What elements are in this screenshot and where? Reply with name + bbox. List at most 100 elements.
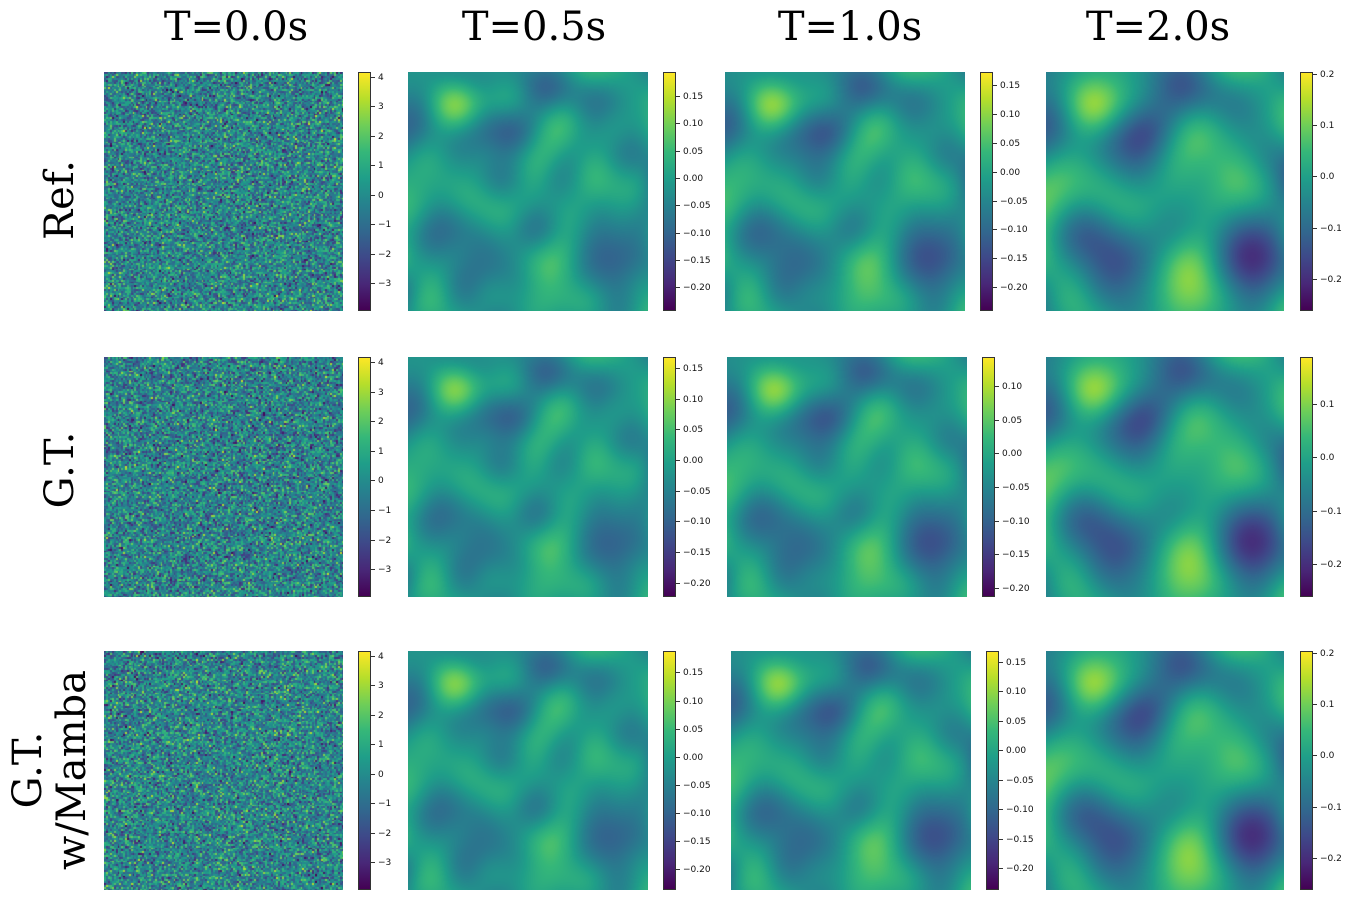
colorbar-tick-label: 0.00 (676, 174, 703, 184)
colorbar-tick-label: −0.05 (995, 483, 1030, 493)
colorbar-tick-label: −3 (371, 279, 391, 289)
colorbar-tick-label: 3 (371, 102, 384, 112)
colorbar-tick-label: −3 (371, 858, 391, 868)
colorbar-tick-label: 4 (371, 652, 384, 662)
colorbar-tick-label: 0.2 (1313, 649, 1334, 659)
colorbar-tick-label: −2 (371, 250, 391, 260)
colorbar-tick-label: −0.05 (676, 781, 711, 791)
colorbar-tick-label: 4 (371, 73, 384, 83)
colorbar-tick-label: 0.15 (999, 658, 1026, 668)
colorbar-tick-label: 0.2 (1313, 70, 1334, 80)
row-label-0: Ref. (37, 160, 83, 240)
colorbar-tick-label: −3 (371, 565, 391, 575)
colorbar-tick-label: −0.20 (995, 584, 1030, 594)
colorbar-tick-label: 0.10 (676, 119, 703, 129)
colorbar-tick-label: −0.05 (999, 776, 1034, 786)
colorbar-tick-label: 3 (371, 388, 384, 398)
colorbar-tick-label: −0.05 (676, 487, 711, 497)
colorbar-tick-label: −0.15 (999, 835, 1034, 845)
colorbar-tick-label: −0.2 (1313, 560, 1342, 570)
colorbar-r1-c0 (358, 357, 371, 597)
colorbar-tick-label: 3 (371, 681, 384, 691)
colorbar-tick-label: 0.00 (999, 746, 1026, 756)
colorbar-r0-c2 (980, 72, 993, 311)
colorbar-r0-c1 (663, 72, 676, 311)
heatmap-r0-c1 (408, 72, 648, 311)
colorbar-tick-label: −0.20 (676, 865, 711, 875)
colorbar-tick-label: 0.05 (993, 139, 1020, 149)
heatmap-r2-c3 (1046, 651, 1284, 890)
colorbar-tick-label: 0.15 (676, 364, 703, 374)
colorbar-r1-c3 (1300, 357, 1313, 597)
colorbar-tick-label: 0.00 (676, 456, 703, 466)
colorbar-tick-label: 0.05 (676, 425, 703, 435)
colorbar-tick-label: 1 (371, 447, 384, 457)
colorbar-tick-label: −0.10 (676, 517, 711, 527)
colorbar-tick-label: 0.05 (999, 717, 1026, 727)
colorbar-tick-label: −0.05 (993, 197, 1028, 207)
colorbar-tick-label: −2 (371, 829, 391, 839)
heatmap-r1-c1 (408, 357, 648, 597)
colorbar-tick-label: −0.10 (993, 225, 1028, 235)
colorbar-tick-label: −2 (371, 536, 391, 546)
colorbar-tick-label: 0.00 (676, 753, 703, 763)
colorbar-r2-c3 (1300, 651, 1313, 890)
colorbar-tick-label: −0.05 (676, 201, 711, 211)
colorbar-tick-label: −0.10 (995, 517, 1030, 527)
colorbar-tick-label: 0.10 (993, 110, 1020, 120)
colorbar-tick-label: 0.1 (1313, 121, 1334, 131)
colorbar-tick-label: 0.1 (1313, 400, 1334, 410)
colorbar-tick-label: 0.00 (993, 168, 1020, 178)
colorbar-tick-label: 2 (371, 417, 384, 427)
colorbar-tick-label: −0.15 (993, 254, 1028, 264)
column-title-0: T=0.0s (163, 4, 309, 50)
colorbar-tick-label: 0.0 (1313, 751, 1334, 761)
colorbar-tick-label: 0.15 (676, 92, 703, 102)
heatmap-r1-c0 (104, 357, 343, 597)
colorbar-tick-label: −0.20 (999, 864, 1034, 874)
colorbar-tick-label: −0.10 (999, 805, 1034, 815)
colorbar-tick-label: 0.00 (995, 449, 1022, 459)
colorbar-r1-c1 (663, 357, 676, 597)
heatmap-r0-c0 (104, 72, 343, 311)
colorbar-tick-label: −1 (371, 220, 391, 230)
colorbar-tick-label: 0.15 (676, 668, 703, 678)
colorbar-tick-label: −0.1 (1313, 224, 1342, 234)
colorbar-tick-label: −0.20 (993, 283, 1028, 293)
colorbar-r1-c2 (982, 357, 995, 597)
column-title-3: T=2.0s (1085, 4, 1231, 50)
colorbar-tick-label: 0.10 (999, 687, 1026, 697)
colorbar-tick-label: −0.15 (676, 256, 711, 266)
colorbar-tick-label: 2 (371, 711, 384, 721)
colorbar-r0-c3 (1300, 72, 1313, 311)
colorbar-tick-label: −0.2 (1313, 854, 1342, 864)
colorbar-tick-label: 0.15 (993, 81, 1020, 91)
colorbar-tick-label: 2 (371, 132, 384, 142)
colorbar-tick-label: −0.2 (1313, 275, 1342, 285)
colorbar-tick-label: −0.20 (676, 579, 711, 589)
colorbar-tick-label: −0.15 (676, 548, 711, 558)
colorbar-tick-label: 1 (371, 161, 384, 171)
heatmap-r1-c2 (727, 357, 967, 597)
colorbar-tick-label: 0.05 (676, 725, 703, 735)
colorbar-tick-label: −0.1 (1313, 803, 1342, 813)
heatmap-r2-c1 (408, 651, 648, 890)
colorbar-r2-c0 (358, 651, 371, 890)
heatmap-r0-c2 (725, 72, 965, 311)
colorbar-r0-c0 (358, 72, 371, 311)
heatmap-r1-c3 (1046, 357, 1284, 597)
colorbar-tick-label: 0.0 (1313, 172, 1334, 182)
colorbar-tick-label: −0.10 (676, 809, 711, 819)
row-label-2: G.T. w/Mamba (5, 670, 95, 870)
colorbar-tick-label: 0.10 (676, 395, 703, 405)
column-title-1: T=0.5s (461, 4, 607, 50)
colorbar-tick-label: 0.05 (676, 147, 703, 157)
colorbar-tick-label: 0.10 (676, 697, 703, 707)
heatmap-r0-c3 (1046, 72, 1284, 311)
row-label-1: G.T. (37, 431, 83, 509)
colorbar-tick-label: 0.1 (1313, 700, 1334, 710)
heatmap-r2-c2 (731, 651, 971, 890)
colorbar-tick-label: 0.05 (995, 416, 1022, 426)
colorbar-tick-label: −0.20 (676, 283, 711, 293)
colorbar-tick-label: 0.10 (995, 382, 1022, 392)
